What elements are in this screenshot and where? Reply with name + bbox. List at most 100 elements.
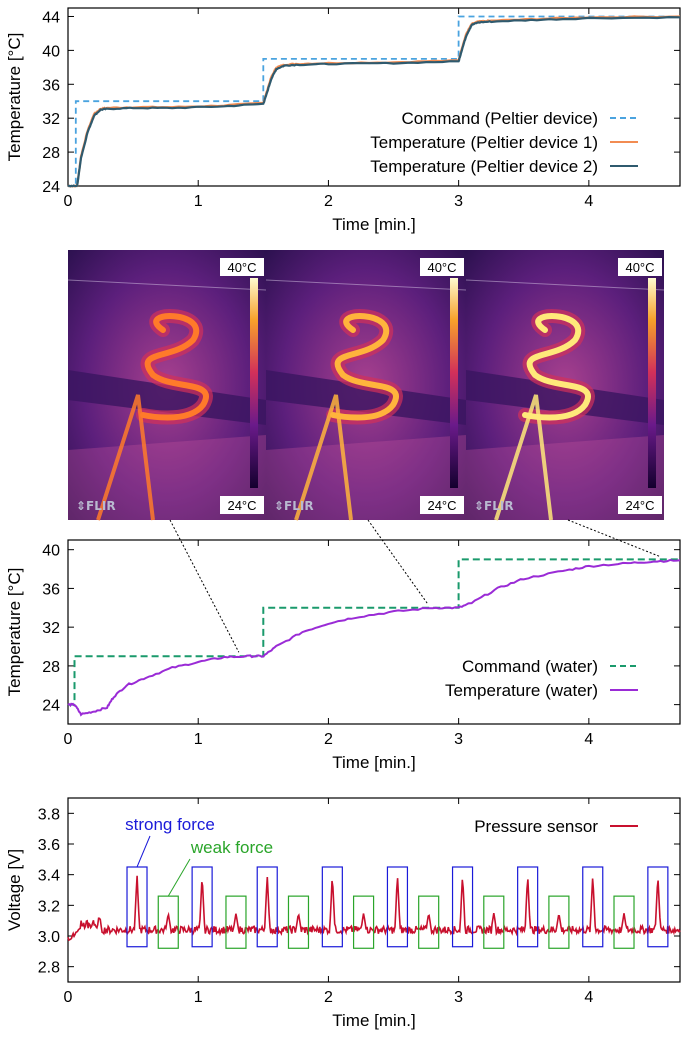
pressure-plot-frame xyxy=(67,797,681,983)
weak-force-annotation: weak force xyxy=(190,838,273,857)
colorbar-min-label: 24°C xyxy=(427,498,456,513)
pressure-xtick-label: 0 xyxy=(64,989,73,1006)
water-ytick-label: 28 xyxy=(42,659,60,676)
weak-force-box xyxy=(548,895,570,949)
heater-wire xyxy=(96,394,155,521)
weak-force-box xyxy=(418,895,440,949)
water-xtick-label: 2 xyxy=(324,731,333,748)
thermal-edge xyxy=(265,279,467,291)
strong-force-pointer xyxy=(136,835,151,868)
peltier-plot-frame xyxy=(67,7,681,187)
thermal-pipe xyxy=(266,370,466,425)
water-xtick-label: 3 xyxy=(454,731,463,748)
colorbar-max-label: 40°C xyxy=(227,260,256,275)
peltier-legend-label: Temperature (Peltier device 1) xyxy=(370,133,598,152)
connector-line-1 xyxy=(169,519,240,653)
weak-force-box xyxy=(483,895,505,949)
peltier-ytick-label: 44 xyxy=(42,9,60,26)
strong-force-box xyxy=(647,866,669,948)
flir-logo: ⇕FLIR xyxy=(474,499,514,513)
peltier-series-3-line xyxy=(67,15,681,188)
pressure-xtick-label: 4 xyxy=(584,989,593,1006)
water-series-2-line xyxy=(67,558,681,717)
peltier-ytick-label: 24 xyxy=(42,179,60,196)
water-xtick-label: 4 xyxy=(584,731,593,748)
peltier-ytick-label: 28 xyxy=(42,145,60,162)
strong-force-box xyxy=(517,866,539,948)
water-xtick-label: 1 xyxy=(194,731,203,748)
flir-logo: ⇕FLIR xyxy=(274,499,314,513)
water-x-axis-label: Time [min.] xyxy=(332,753,415,772)
water-ytick-label: 32 xyxy=(42,620,60,637)
heater-coil xyxy=(522,313,591,421)
weak-force-box xyxy=(157,895,179,949)
thermal-colorbar xyxy=(250,278,258,488)
water-ytick-label: 36 xyxy=(42,581,60,598)
water-legend-label: Command (water) xyxy=(462,657,598,676)
strong-force-box xyxy=(386,866,409,948)
colorbar-max-label: 40°C xyxy=(625,260,654,275)
thermal-edge xyxy=(67,279,267,291)
water-legend-label: Temperature (water) xyxy=(445,681,598,700)
strong-force-box xyxy=(582,866,604,948)
pressure-ytick-label: 3.2 xyxy=(38,898,60,915)
weak-force-box xyxy=(225,895,247,949)
heater-coil xyxy=(330,313,399,421)
water-series-1-line xyxy=(68,558,680,706)
pressure-sensor-chart: 0 1 2 3 4 2.8 3.0 3.2 3.4 3.6 3.8 Time [min.] Voltag… xyxy=(5,797,681,1030)
thermal-colorbar xyxy=(648,278,656,488)
peltier-xtick-label: 4 xyxy=(584,193,593,210)
strong-force-box xyxy=(321,866,343,948)
peltier-ytick-label: 36 xyxy=(42,77,60,94)
image-time-connectors xyxy=(169,519,660,653)
peltier-legend-label: Temperature (Peltier device 2) xyxy=(370,157,598,176)
colorbar-max-box xyxy=(220,258,264,276)
colorbar-min-label: 24°C xyxy=(625,498,654,513)
colorbar-max-box xyxy=(420,258,464,276)
pressure-ytick-label: 3.4 xyxy=(38,868,60,885)
water-y-axis-label: Temperature [°C] xyxy=(5,568,24,697)
weak-force-box xyxy=(287,895,310,949)
peltier-y-axis-label: Temperature [°C] xyxy=(5,33,24,162)
peltier-temperature-chart: 0 1 2 3 4 24 28 32 36 40 44 Time [min.] Temperature … xyxy=(5,7,681,234)
pressure-xtick-label: 3 xyxy=(454,989,463,1006)
water-temperature-chart: 0 1 2 3 4 24 28 32 36 40 Time [min.] Temperature [°… xyxy=(5,539,681,772)
pressure-ytick-label: 2.8 xyxy=(38,960,60,977)
peltier-ytick-label: 32 xyxy=(42,111,60,128)
pressure-xtick-label: 2 xyxy=(324,989,333,1006)
weak-force-pointer xyxy=(167,858,191,897)
colorbar-min-box xyxy=(618,496,662,514)
thermal-frame-3: 40°C 24°C ⇕FLIR xyxy=(465,250,665,521)
colorbar-max-label: 40°C xyxy=(427,260,456,275)
weak-force-box xyxy=(352,895,375,949)
peltier-xtick-label: 3 xyxy=(454,193,463,210)
strong-force-box xyxy=(126,866,148,948)
water-ytick-label: 24 xyxy=(42,698,60,715)
strong-force-box xyxy=(191,866,213,948)
strong-force-box xyxy=(256,866,278,948)
weak-force-box xyxy=(613,895,635,949)
water-plot-frame xyxy=(67,539,681,725)
pressure-ytick-label: 3.0 xyxy=(38,929,60,946)
peltier-xtick-label: 2 xyxy=(324,193,333,210)
thermal-frame-1: 40°C 24°C ⇕FLIR xyxy=(67,250,267,521)
pressure-x-axis-label: Time [min.] xyxy=(332,1011,415,1030)
peltier-ytick-label: 40 xyxy=(42,43,60,60)
pressure-ytick-label: 3.8 xyxy=(38,806,60,823)
heater-coil xyxy=(140,313,209,421)
pressure-xtick-label: 1 xyxy=(194,989,203,1006)
peltier-xtick-label: 1 xyxy=(194,193,203,210)
colorbar-min-label: 24°C xyxy=(227,498,256,513)
colorbar-max-box xyxy=(618,258,662,276)
thermal-frame-2: 40°C 24°C ⇕FLIR xyxy=(265,250,467,521)
colorbar-min-box xyxy=(420,496,464,514)
flir-logo: ⇕FLIR xyxy=(76,499,116,513)
thermal-edge xyxy=(465,279,665,291)
strong-force-annotation: strong force xyxy=(125,815,215,834)
peltier-x-axis-label: Time [min.] xyxy=(332,215,415,234)
thermal-image-strip: 40°C 24°C ⇕FLIR 40°C 24°C ⇕FLIR 40°C 24°C ⇕FLIR xyxy=(67,250,665,521)
strong-force-box xyxy=(451,866,474,948)
pressure-ytick-label: 3.6 xyxy=(38,837,60,854)
thermal-pipe xyxy=(68,370,266,425)
